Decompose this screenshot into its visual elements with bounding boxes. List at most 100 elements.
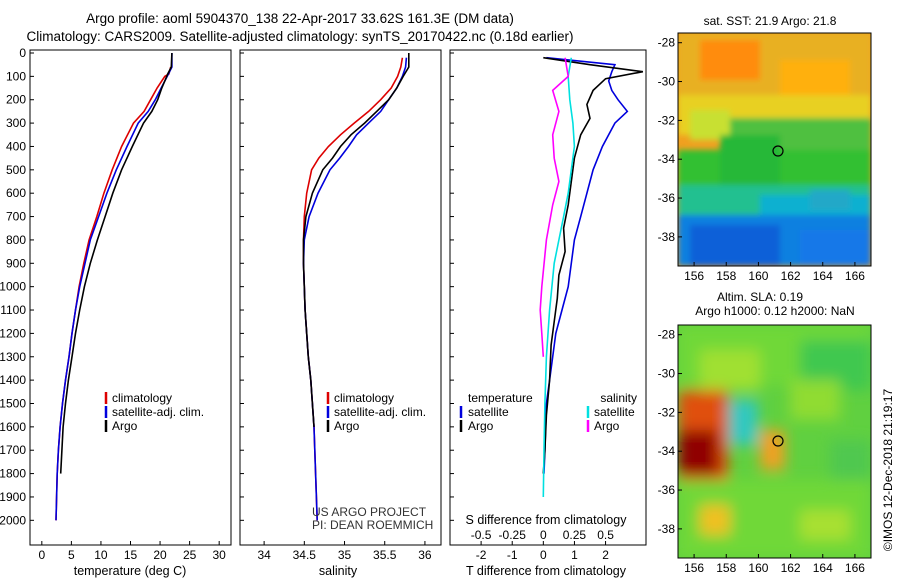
depth-tick-label: 1900 [0,490,26,504]
legend-label-satellite: satellite-adj. clim. [334,405,426,419]
lon-tick-label: 156 [684,269,704,283]
t-difference-xlabel: T difference from climatology [466,564,627,578]
depth-tick-label: 1200 [0,326,26,340]
credit-pi: PI: DEAN ROEMMICH [312,518,433,532]
legend-label-s-argo: Argo [594,419,620,433]
depth-tick-label: 300 [6,116,26,130]
depth-tick-label: 700 [6,210,26,224]
temperature-xlabel: temperature (deg C) [74,564,187,578]
x-tick-label: -1 [507,548,518,562]
legend-label-argo: Argo [334,419,360,433]
x-tick-label: 0 [540,548,547,562]
lat-tick-label: -36 [658,483,676,497]
difference-panel-frame [449,49,647,546]
salinity-xlabel: salinity [319,564,358,578]
depth-tick-label: 0 [19,46,26,60]
series-line-climatology [55,66,172,521]
difference-legend: temperature satellite Argo salinity sate… [459,391,637,433]
lat-tick-label: -34 [658,444,676,458]
difference-panel: -2 -1 0 1 2 -0.5 -0.25 0 0.25 0.5 [450,52,644,562]
lat-tick-label: -34 [658,152,676,166]
depth-tick-label: 500 [6,163,26,177]
top-tick-label: -0.25 [499,528,527,542]
x-tick-label: 20 [153,548,167,562]
s-difference-xlabel: S difference from climatology [466,513,628,527]
legend-label-s-satellite: satellite [594,405,635,419]
lon-tick-label: 160 [748,561,768,575]
credit-project: US ARGO PROJECT [312,505,427,519]
lat-tick-label: -36 [658,191,676,205]
depth-tick-label: 100 [6,69,26,83]
salinity-panel: 34 34.5 35 35.5 36 [240,52,432,562]
legend-label-climatology: climatology [112,391,172,405]
legend-title-temperature: temperature [468,391,533,405]
depth-tick-label: 900 [6,256,26,270]
legend-label-climatology: climatology [334,391,394,405]
x-tick-label: 2 [602,548,609,562]
x-tick-label: 25 [183,548,197,562]
lat-tick-label: -38 [658,230,676,244]
x-tick-label: 36 [418,548,432,562]
lon-tick-label: 166 [845,269,865,283]
series-line-argo-temperature [542,56,644,474]
legend-label-argo: Argo [112,419,138,433]
legend-label-satellite: satellite-adj. clim. [112,405,204,419]
x-tick-label: 0 [38,548,45,562]
legend-label-t-satellite: satellite [468,405,509,419]
series-line-satellite-adj-clim- [55,53,173,521]
legend-label-t-argo: Argo [468,419,494,433]
lon-tick-label: 158 [716,269,736,283]
sla-map-subtitle: Argo h1000: 0.12 h2000: NaN [695,304,854,318]
top-tick-label: 0.5 [597,528,614,542]
temperature-legend: climatology satellite-adj. clim. Argo [104,391,204,433]
lat-tick-label: -30 [658,75,676,89]
lon-tick-label: 162 [781,561,801,575]
lon-tick-label: 164 [813,561,833,575]
lat-tick-label: -32 [658,405,676,419]
series-line-climatology [302,57,404,521]
figure-title: Argo profile: aoml 5904370_138 22-Apr-20… [86,11,514,26]
depth-tick-labels: 0 100 200 300 400 500 600 700 800 900 1000 1100 1200… [0,46,26,527]
sst-map [678,33,871,266]
lon-tick-label: 162 [781,269,801,283]
lat-tick-label: -28 [658,328,676,342]
salinity-panel-frame [239,49,442,546]
legend-title-salinity: salinity [600,391,637,405]
x-tick-label: 35 [338,548,352,562]
depth-tick-label: 1700 [0,443,26,457]
depth-tick-label: 1400 [0,373,26,387]
lon-tick-label: 156 [684,561,704,575]
sla-map [678,325,871,558]
series-line-argo [302,53,410,427]
depth-tick-label: 400 [6,139,26,153]
lat-tick-label: -38 [658,522,676,536]
depth-tick-label: 1600 [0,420,26,434]
lon-tick-label: 160 [748,269,768,283]
depth-tick-label: 600 [6,186,26,200]
lat-tick-label: -30 [658,367,676,381]
depth-tick-label: 1100 [0,303,26,317]
x-tick-label: 5 [68,548,75,562]
x-tick-label: 34 [257,548,271,562]
top-tick-label: 0 [540,528,547,542]
series-line-satellite-salinity [542,57,576,498]
argo-location-marker [772,145,784,157]
top-tick-label: -0.5 [471,528,492,542]
x-tick-label: -2 [476,548,487,562]
depth-tick-label: 200 [6,93,26,107]
depth-tick-label: 1000 [0,280,26,294]
x-tick-label: 35.5 [373,548,397,562]
salinity-legend: climatology satellite-adj. clim. Argo [326,391,426,433]
x-tick-label: 30 [212,548,226,562]
temperature-panel: 0 5 10 15 20 25 30 [30,52,226,562]
lat-tick-label: -32 [658,113,676,127]
x-tick-label: 1 [571,548,578,562]
sla-map-axes: 156 158 160 162 164 166 -28 -30 -32 -34 -36 -38 [658,328,866,575]
top-tick-label: 0.25 [563,528,587,542]
sst-map-axes: 156 158 160 162 164 166 -28 -30 -32 -34 -36 -38 [658,36,866,283]
lon-tick-label: 158 [716,561,736,575]
lon-tick-label: 164 [813,269,833,283]
series-line-argo-salinity [539,57,570,357]
depth-tick-label: 800 [6,233,26,247]
